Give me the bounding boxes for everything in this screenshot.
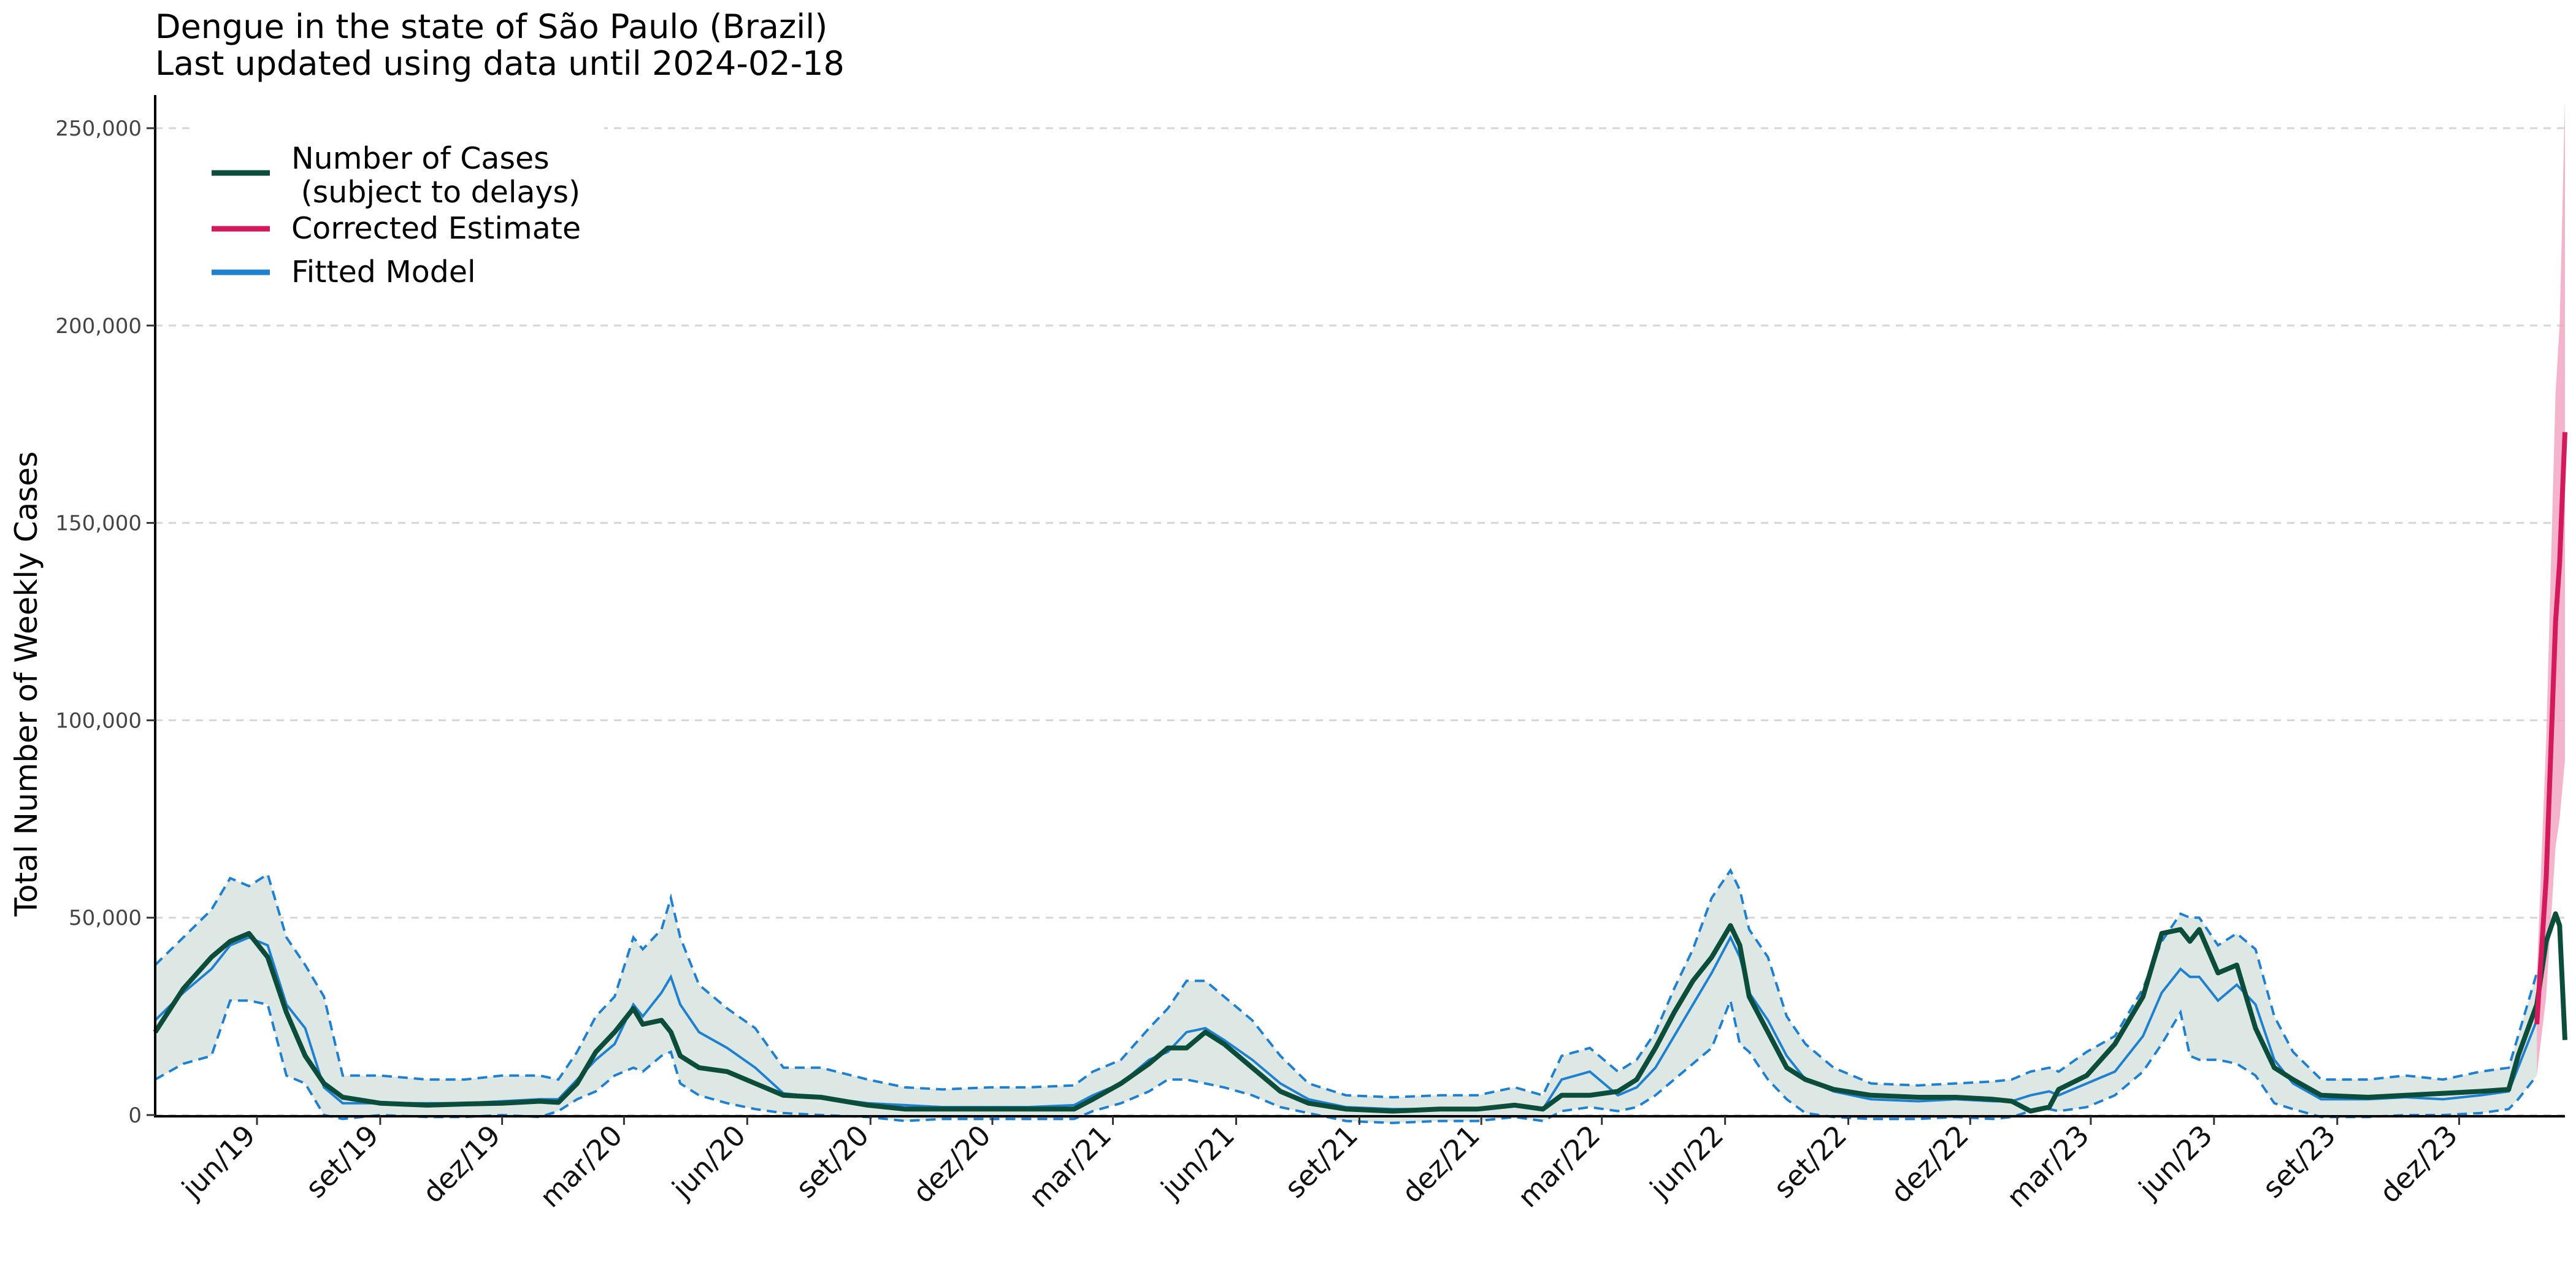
- x-tick-label-3: mar/20: [534, 1119, 629, 1214]
- series-lines: [153, 432, 2567, 1124]
- x-tick-label-0: jun/19: [175, 1119, 262, 1206]
- y-tick-label-1: 50,000: [69, 906, 142, 930]
- x-tick-label-16: jun/23: [2132, 1119, 2219, 1206]
- x-tick-label-7: mar/21: [1022, 1119, 1118, 1214]
- x-tick-label-17: set/23: [2256, 1119, 2342, 1205]
- x-tick-label-10: dez/21: [1395, 1119, 1486, 1209]
- y-tick-label-5: 250,000: [55, 117, 142, 141]
- x-tick-label-4: jun/20: [665, 1119, 753, 1206]
- x-tick-label-8: jun/21: [1154, 1119, 1241, 1206]
- x-tick-label-18: dez/23: [2373, 1119, 2464, 1209]
- chart-title: Dengue in the state of São Paulo (Brazil…: [155, 7, 827, 46]
- x-tick-label-2: dez/19: [416, 1119, 507, 1209]
- legend-label-fitted: Fitted Model: [291, 255, 476, 289]
- y-tick-label-3: 150,000: [55, 512, 142, 536]
- fitted-model-upper-line: [154, 867, 2539, 1099]
- legend: Number of Cases (subject to delays) Corr…: [193, 123, 604, 307]
- x-tick-label-15: mar/23: [2000, 1119, 2096, 1214]
- y-tick-label-4: 200,000: [55, 314, 142, 339]
- fitted-model-lower-line: [155, 996, 2538, 1124]
- fitted-model-band: [155, 870, 2537, 1123]
- legend-label-cases: Number of Cases: [291, 141, 550, 176]
- legend-background: [193, 123, 604, 307]
- corrected-estimate-line: [2534, 432, 2567, 1025]
- y-tick-label-0: 0: [128, 1103, 142, 1128]
- number-of-cases-line: [153, 911, 2567, 1114]
- chart-subtitle: Last updated using data until 2024-02-18: [155, 44, 845, 83]
- x-tick-label-5: set/20: [789, 1119, 875, 1205]
- confidence-bands: [155, 100, 2565, 1123]
- corrected-estimate-band: [2537, 100, 2565, 1076]
- x-tick-label-9: set/21: [1278, 1119, 1364, 1205]
- x-tick-label-13: set/22: [1767, 1119, 1853, 1205]
- y-axis-title: Total Number of Weekly Cases: [9, 451, 44, 917]
- x-tick-label-11: mar/22: [1511, 1119, 1607, 1214]
- x-tick-label-6: dez/20: [907, 1119, 997, 1209]
- x-tick-label-1: set/19: [299, 1119, 385, 1205]
- y-tick-label-2: 100,000: [55, 708, 142, 733]
- x-tick-label-14: dez/22: [1884, 1119, 1975, 1209]
- x-tick-label-12: jun/22: [1643, 1119, 1730, 1206]
- legend-label-cases-line2: (subject to delays): [291, 175, 580, 210]
- legend-label-corrected: Corrected Estimate: [291, 211, 581, 246]
